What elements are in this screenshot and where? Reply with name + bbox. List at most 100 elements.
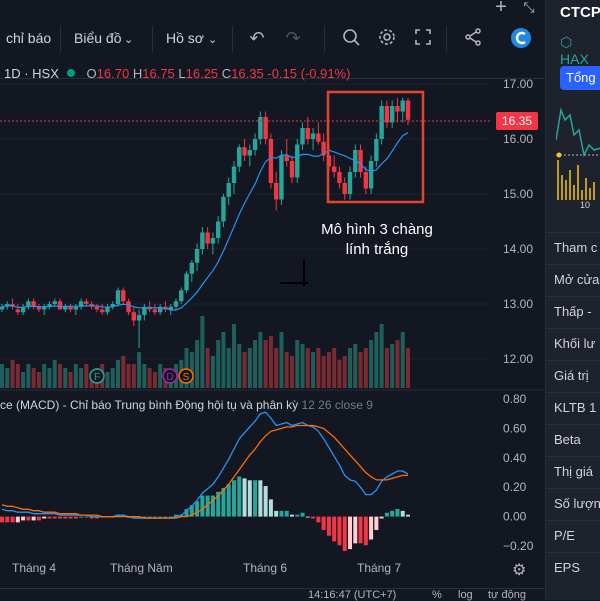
mini-axis-label: 10: [580, 200, 590, 210]
histogram-bar: [232, 480, 236, 517]
log-toggle[interactable]: log: [458, 589, 473, 601]
candle-body: [200, 232, 205, 249]
histogram-bar: [300, 512, 305, 517]
collapse-icon[interactable]: ⤡: [523, 0, 535, 15]
price-axis: 17.00 16.00 15.00 14.00 13.00 12.00: [503, 77, 533, 366]
redo-icon[interactable]: ↷: [285, 28, 301, 48]
histogram-bar: [353, 516, 358, 544]
market-status-icon: [66, 69, 75, 77]
macd-line: [1, 411, 409, 519]
signal-line: [1, 424, 408, 519]
histogram-bar: [395, 508, 400, 517]
indicators-button[interactable]: chỉ báo: [6, 30, 52, 46]
histogram-bar: [316, 516, 321, 523]
profile-button[interactable]: Hồ sơ: [166, 30, 204, 46]
candle-body: [331, 166, 337, 172]
histogram-bar: [205, 495, 210, 517]
volume-bar: [10, 360, 15, 388]
volume-bar: [326, 352, 331, 388]
candle-body: [237, 147, 242, 167]
alert-icon[interactable]: [340, 27, 362, 49]
histogram-bar: [284, 510, 289, 517]
candle-body: [295, 144, 300, 178]
candle-body: [73, 306, 79, 310]
percent-toggle[interactable]: %: [432, 589, 442, 601]
histogram-bar: [406, 514, 410, 517]
histogram-bar: [253, 480, 258, 517]
candle-body: [347, 172, 353, 194]
histogram-bar: [195, 501, 200, 517]
volume-bar: [200, 316, 205, 388]
histogram-bar: [363, 516, 368, 546]
gear-icon[interactable]: [376, 27, 398, 49]
volume-bar: [237, 344, 242, 388]
histogram-bar: [369, 516, 374, 540]
candle-body: [268, 139, 274, 183]
share-icon[interactable]: [462, 27, 484, 49]
stats-row-label: Thấp -: [554, 304, 592, 319]
macd-title[interactable]: ce (MACD) - Chỉ báo Trung bình Động hội …: [0, 398, 373, 412]
stats-divider: [546, 552, 600, 553]
candle-body: [152, 309, 158, 313]
change-value: -0.15 (-0.91%): [267, 66, 351, 81]
histogram-bar: [94, 516, 99, 519]
histogram-bar: [15, 516, 20, 523]
chart-type-button[interactable]: Biểu đồ: [74, 30, 122, 46]
ticker-label[interactable]: ⬡ HAX: [560, 34, 589, 67]
histogram-bar: [247, 480, 252, 517]
brand-logo-icon: [510, 27, 532, 49]
price-axis-label: 17.00: [503, 77, 533, 91]
stats-divider: [546, 232, 600, 233]
volume-bar: [337, 360, 342, 388]
volume-bar: [137, 352, 142, 388]
candle-body: [305, 128, 311, 139]
volume-bar: [279, 332, 284, 388]
last-price-tag: 16.35: [496, 112, 538, 130]
candle-body: [194, 249, 200, 263]
candle-body: [121, 290, 126, 302]
chevron-down-icon[interactable]: ⌄: [208, 34, 218, 46]
settings-gear-icon[interactable]: ⚙: [512, 562, 527, 579]
volume-bar: [184, 348, 189, 388]
histogram-bar: [0, 516, 4, 523]
volume-bar: [390, 344, 395, 388]
fullscreen-icon[interactable]: [412, 27, 434, 49]
volume-bar: [258, 332, 263, 388]
overview-tab[interactable]: Tổng: [560, 66, 600, 90]
candle-body: [68, 306, 73, 310]
price-axis-label: 12.00: [503, 352, 533, 366]
stats-divider: [546, 424, 600, 425]
toolbar-divider: [232, 26, 233, 52]
candle-body: [26, 301, 31, 307]
volume-bar: [226, 348, 231, 388]
histogram-bar: [47, 516, 52, 519]
candle-body: [179, 290, 184, 302]
histogram-bar: [73, 516, 78, 519]
annotation-line-1: Mô hình 3 chàng: [321, 221, 433, 238]
event-badge-label: S: [183, 372, 190, 383]
chevron-down-icon[interactable]: ⌄: [124, 34, 134, 46]
undo-icon[interactable]: ↶: [249, 28, 265, 48]
histogram-bar: [216, 491, 221, 517]
candle-body: [110, 304, 115, 307]
price-axis-label: 13.00: [503, 297, 533, 311]
volume-bar: [195, 340, 200, 388]
volume-bar: [142, 364, 147, 388]
event-badge-circle: [89, 368, 105, 384]
candle-body: [84, 301, 89, 304]
candle-body: [189, 262, 195, 274]
stats-row-label: Tham c: [554, 240, 598, 255]
volume-bar: [68, 372, 73, 388]
volume-bar: [232, 324, 236, 388]
histogram-bar: [332, 516, 337, 542]
price-axis-label: 16.00: [503, 132, 533, 146]
auto-toggle[interactable]: tự động: [488, 589, 526, 601]
candle-body: [63, 306, 68, 310]
candle-body: [57, 301, 63, 310]
plus-icon[interactable]: +: [495, 0, 507, 18]
candle-body: [405, 100, 411, 120]
histogram-bar: [274, 510, 279, 517]
symbol-label[interactable]: 1D · HSX: [4, 66, 59, 81]
candle-body: [168, 306, 173, 310]
